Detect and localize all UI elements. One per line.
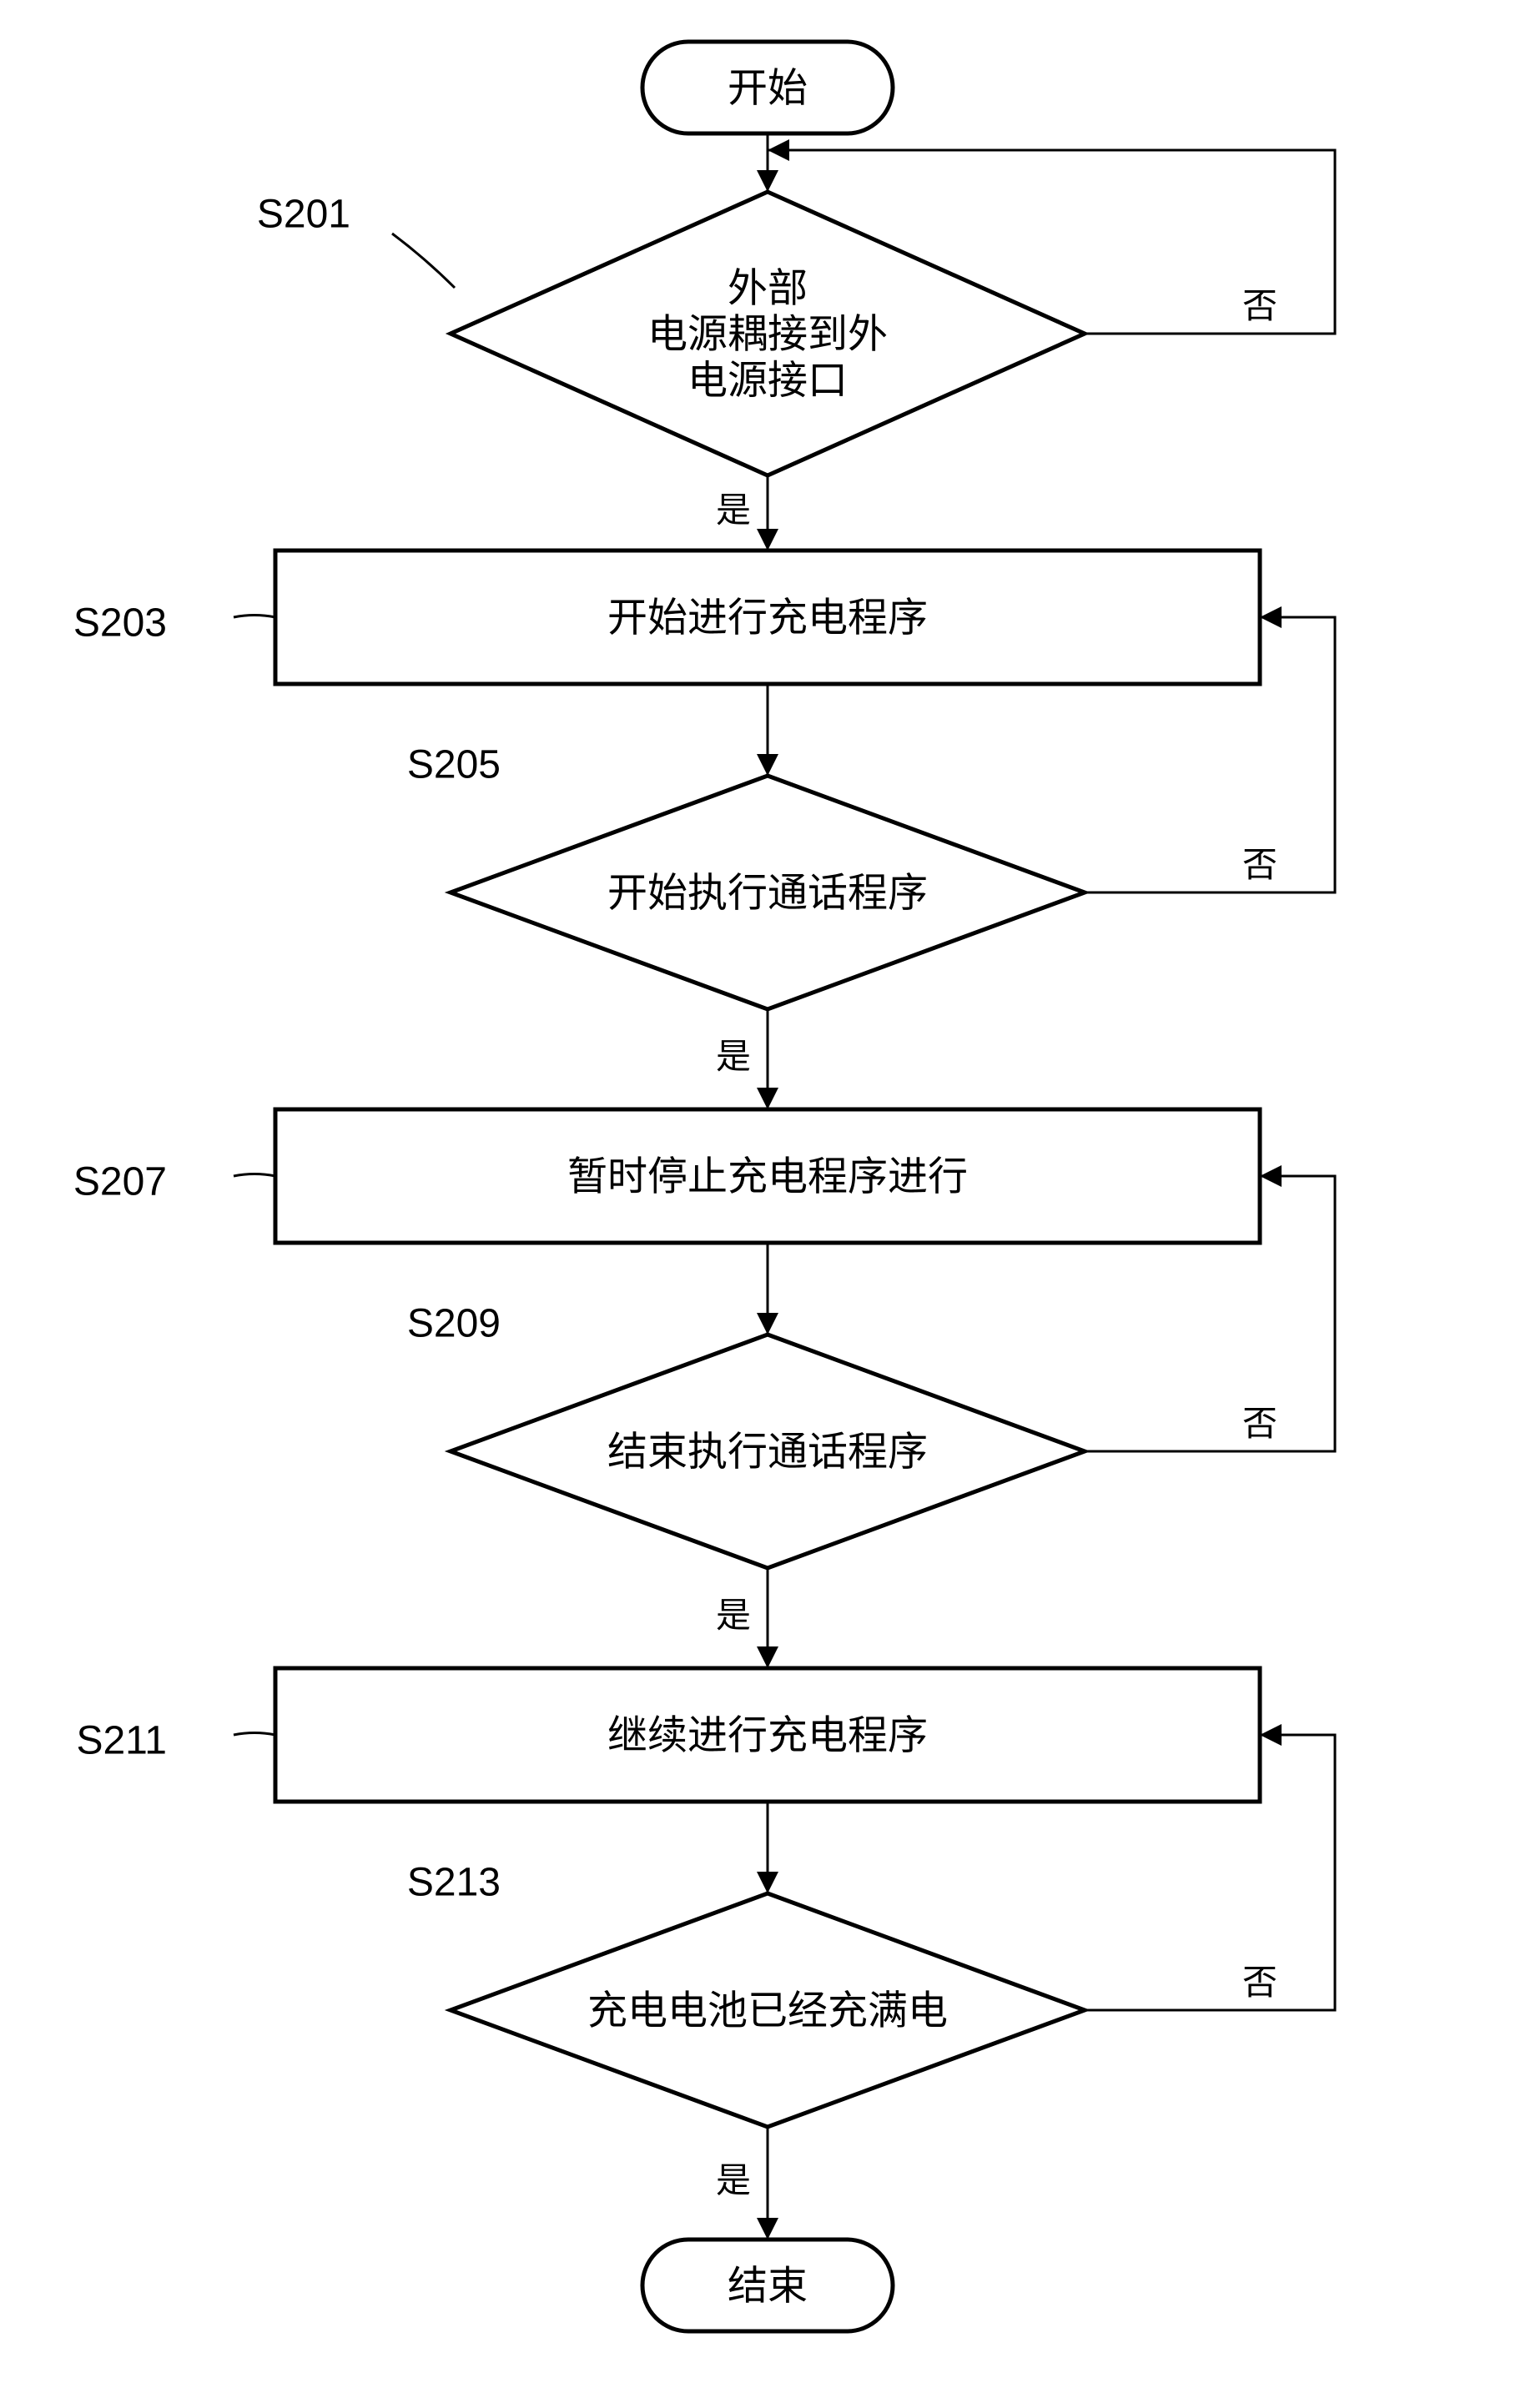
leader-s207: [234, 1174, 275, 1177]
step-label-s205: S205: [407, 743, 501, 787]
edge-label-e_s213_end: 是: [716, 2161, 751, 2200]
arrowhead: [757, 529, 778, 550]
arrowhead: [757, 1646, 778, 1668]
edge-label-e_s205_no: 否: [1242, 845, 1277, 884]
edge-label-e_s201_no: 否: [1242, 286, 1277, 325]
arrowhead: [757, 1313, 778, 1335]
arrowhead: [757, 1088, 778, 1109]
edge-label-e_s205_s207: 是: [716, 1037, 751, 1076]
leader-s211: [234, 1733, 275, 1736]
step-label-s209: S209: [407, 1302, 501, 1346]
arrowhead: [1260, 1724, 1282, 1746]
start-text: 开始: [728, 67, 808, 111]
s201-text-2: 电源接口: [687, 359, 848, 403]
step-label-s213: S213: [407, 1861, 501, 1905]
s209-text-0: 结束执行通话程序: [607, 1430, 928, 1475]
s207-text: 暂时停止充电程序进行: [567, 1155, 968, 1199]
step-label-s201: S201: [257, 193, 350, 237]
arrowhead: [757, 754, 778, 776]
s211-text: 继续进行充电程序: [607, 1714, 928, 1758]
edge-label-e_s209_s211: 是: [716, 1596, 751, 1635]
edge-label-e_s209_no: 否: [1242, 1404, 1277, 1443]
s201-text-1: 电源耦接到外: [647, 313, 888, 357]
s201-text-0: 外部: [728, 266, 808, 310]
arrowhead: [768, 139, 789, 161]
end-text: 结束: [728, 2265, 808, 2309]
arrowhead: [1260, 1165, 1282, 1187]
leader-s203: [234, 616, 275, 618]
arrowhead: [757, 2218, 778, 2240]
arrowhead: [757, 1872, 778, 1893]
step-label-s207: S207: [73, 1160, 167, 1204]
arrowhead: [757, 170, 778, 192]
s203-text: 开始进行充电程序: [607, 596, 928, 641]
step-label-s203: S203: [73, 601, 167, 646]
s205-text-0: 开始执行通话程序: [607, 872, 928, 916]
step-label-s211: S211: [76, 1719, 167, 1763]
s213-text-0: 充电电池已经充满电: [587, 1989, 948, 2033]
arrowhead: [1260, 606, 1282, 628]
leader-s201: [392, 234, 455, 288]
edge-label-e_s213_no: 否: [1242, 1963, 1277, 2002]
edge-label-e_s201_s203: 是: [716, 490, 751, 530]
